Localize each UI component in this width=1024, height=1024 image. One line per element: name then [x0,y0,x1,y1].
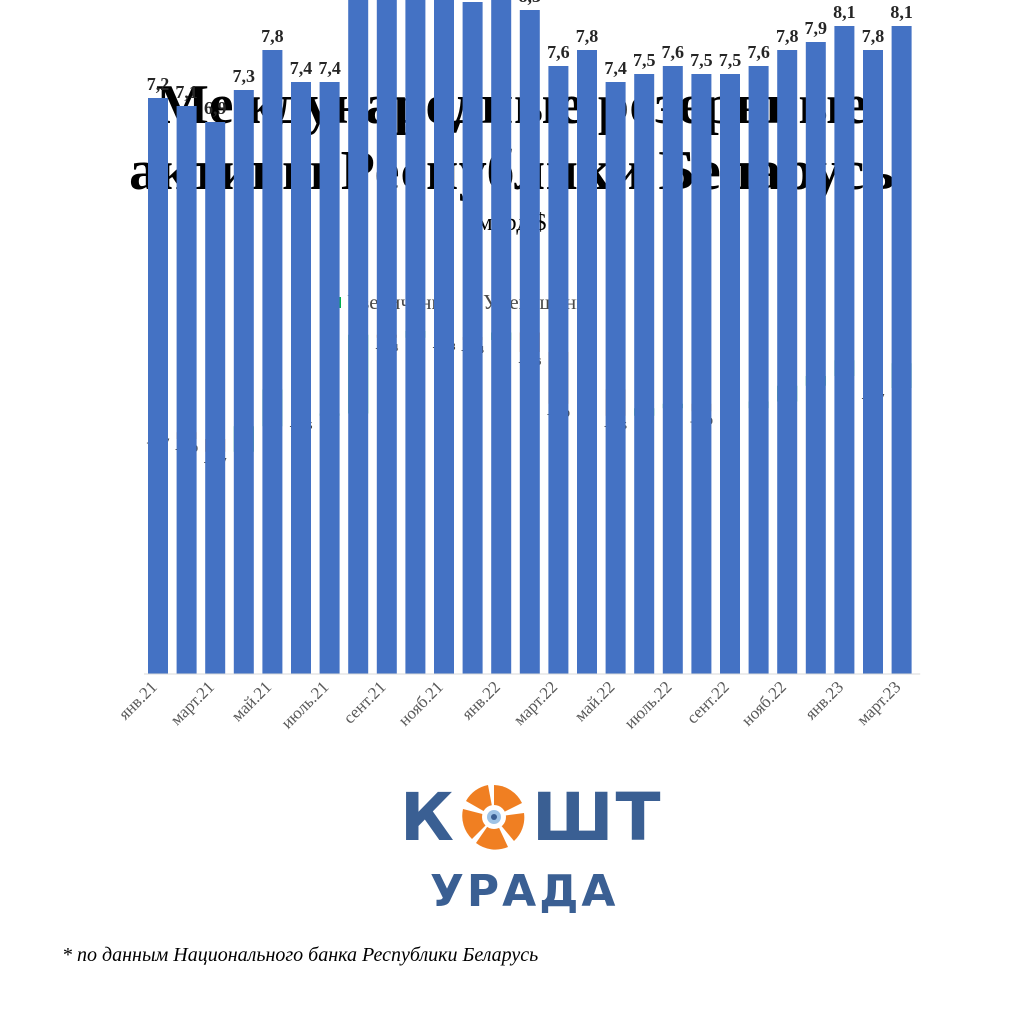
reserve-bar-data-label: 7,1 [175,82,198,102]
reserve-bar [291,82,311,674]
reserve-bar [634,74,655,674]
reserve-bar [376,0,397,674]
reserve-bar [605,82,626,674]
logo-wordmark: К ШТ [400,779,663,856]
x-tick-label: янв.21 [115,677,161,723]
x-tick-label: май.22 [571,677,619,725]
reserve-bar-data-label: 8,1 [890,2,913,22]
reserve-bar [777,50,798,674]
reserve-bar [205,122,226,674]
reserves-bar-chart: 7,27,16,97,37,87,47,48,58,58,58,58,48,58… [147,0,913,674]
reserve-bar-data-label: 7,9 [805,18,828,38]
reserve-bar [176,106,197,674]
reserve-bar [233,90,254,674]
x-tick-label: июль.21 [277,677,332,732]
reserve-bar [863,50,883,674]
x-tick-label: май.21 [227,677,275,725]
x-tick-label: март.22 [510,677,562,729]
reserve-bar [491,0,512,674]
reserve-bar [434,0,454,674]
x-tick-label: янв.23 [801,677,847,723]
reserve-bar-data-label: 7,5 [633,50,656,70]
reserve-bar [662,66,683,674]
x-tick-label: нояб.22 [738,677,790,729]
reserve-bar [405,0,426,674]
reserve-bar [148,98,168,674]
reserve-bar-data-label: 7,4 [290,58,313,78]
reserve-bar [577,50,597,674]
reserve-bar-data-label: 7,3 [233,66,256,86]
x-tick-label: янв.22 [458,677,504,723]
reserve-bar [348,0,369,674]
reserve-bar [720,74,740,674]
reserve-bar-data-label: 8,3 [519,0,542,6]
reserve-bar [519,10,540,674]
x-tick-label: март.21 [166,677,218,729]
reserve-bar-data-label: 8,1 [833,2,856,22]
reserve-bar-data-label: 7,8 [862,26,885,46]
reserve-bar [691,74,712,674]
x-tick-label: сент.21 [340,677,390,727]
reserve-bar [262,50,283,674]
reserve-bar-data-label: 7,5 [690,50,713,70]
reserve-bar-data-label: 7,5 [719,50,742,70]
reserve-bar-data-label: 7,8 [261,26,284,46]
reserve-bar-data-label: 7,6 [747,42,770,62]
logo-subtitle: УРАДА [430,866,619,917]
reserve-bar [462,2,483,674]
x-tick-label: нояб.21 [395,677,447,729]
reserve-bar-data-label: 7,6 [547,42,570,62]
reserve-bar [548,66,569,674]
reserve-bar [748,66,769,674]
x-axis: янв.21 март.21 май.21 июль.21 сент.21 нояб.21… [115,673,921,732]
x-tick-label: март.23 [853,677,905,729]
reserve-bar [805,42,826,674]
reserve-bar [834,26,855,674]
reserve-bar [891,26,912,674]
reserve-bar-data-label: 7,4 [318,58,341,78]
logo-letters-sht: ШТ [531,778,663,856]
reserve-bar-data-label: 7,2 [147,74,170,94]
reserve-bar [319,82,340,674]
reserve-bar-data-label: 7,8 [576,26,599,46]
reserve-bar-data-label: 7,6 [662,42,685,62]
reserve-bar-data-label: 7,4 [604,58,627,78]
x-tick-label: июль.22 [621,677,676,732]
logo-letter-k: К [400,778,456,856]
reserve-bar-data-label: 7,8 [776,26,799,46]
reserve-bar-data-label: 6,9 [204,98,227,118]
x-tick-label: сент.22 [683,677,733,727]
koshtu-urada-logo: К ШТ УРАДА [400,779,661,922]
coin-icon [462,785,525,850]
source-footnote: * по данным Национального банка Республи… [62,944,539,966]
